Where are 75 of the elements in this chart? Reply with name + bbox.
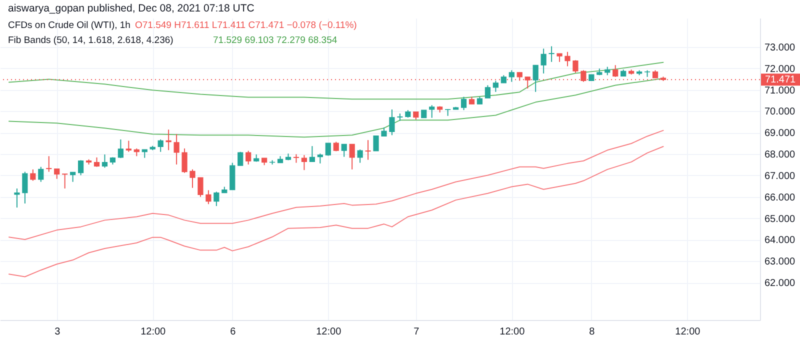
candlestick: [460, 96, 467, 111]
annotation: CFDs on Crude Oil (WTI), 1h: [8, 20, 130, 31]
y-tick-label: 72.000: [764, 64, 796, 75]
candlestick: [206, 190, 212, 205]
y-tick-label: 73.000: [764, 42, 796, 54]
candlestick: [492, 80, 498, 92]
candlestick: [238, 151, 244, 166]
annotation: O71.549 H71.611 L71.411 C71.471 −0.078 (−0.11%): [135, 20, 357, 31]
y-tick-label: 70.000: [764, 106, 796, 118]
candlestick: [301, 154, 307, 171]
ref-line-label: 71.471: [765, 74, 796, 86]
candlestick: [102, 154, 108, 168]
candlestick: [365, 140, 371, 160]
x-tick-label: 12:00: [316, 326, 342, 338]
candlestick: [349, 144, 355, 170]
candlestick: [612, 64, 618, 78]
y-tick-label: 62.000: [764, 278, 796, 290]
x-tick-label: 12:00: [140, 326, 166, 338]
candlestick: [564, 51, 570, 67]
candlestick: [548, 46, 554, 62]
y-tick-label: 63.000: [764, 256, 796, 268]
candlestick: [46, 156, 52, 172]
candlestick: [429, 104, 435, 118]
x-tick-label: 6: [230, 326, 236, 338]
candlestick: [357, 149, 363, 164]
candlestick: [38, 166, 44, 182]
y-tick-label: 65.000: [764, 214, 796, 225]
candlestick: [341, 144, 347, 158]
candlestick: [532, 64, 538, 92]
candlestick: [540, 48, 546, 74]
candlestick: [508, 70, 514, 82]
candlestick: [293, 154, 300, 164]
candlestick: [317, 153, 323, 164]
y-tick-label: 68.000: [764, 150, 796, 161]
candlestick: [373, 136, 379, 152]
chart-title: aiswarya_gopan published, Dec 08, 2021 07:18 UTC: [8, 2, 255, 14]
candlestick: [30, 168, 36, 182]
y-tick-label: 69.000: [764, 128, 796, 140]
candlestick: [126, 140, 132, 152]
candlestick: [118, 138, 124, 159]
candlestick: [190, 168, 196, 188]
candlestick: [214, 191, 220, 207]
candlestick: [246, 150, 252, 165]
candlestick: [54, 168, 60, 180]
x-tick-label: 7: [414, 326, 420, 338]
line-series: [8, 146, 664, 278]
y-tick-label: 66.000: [764, 192, 796, 204]
annotation: Fib Bands (50, 14, 1.618, 2.618, 4.236): [8, 35, 174, 46]
y-tick-label: 71.000: [764, 85, 796, 96]
x-tick-label: 8: [589, 326, 596, 338]
candlestick: [78, 160, 84, 176]
candlestick: [70, 172, 76, 182]
candlestick: [309, 146, 315, 162]
candlestick: [325, 142, 331, 156]
candlestick: [198, 177, 204, 198]
candlestick: [14, 188, 20, 208]
line-series: [8, 62, 664, 100]
y-tick-label: 67.000: [764, 170, 796, 182]
candlestick: [166, 129, 172, 151]
candlestick: [62, 173, 68, 189]
x-tick-label: 12:00: [500, 326, 526, 338]
candlestick: [397, 113, 403, 122]
line-series: [8, 130, 664, 240]
y-tick-label: 64.000: [764, 235, 796, 246]
candlestick: [22, 171, 28, 204]
x-tick-label: 12:00: [675, 326, 701, 338]
candlestick: [572, 60, 578, 74]
x-tick-label: 3: [54, 326, 61, 338]
annotation: 71.529 69.103 72.279 68.354: [213, 35, 338, 46]
candlestick: [94, 156, 100, 168]
candlestick: [484, 84, 491, 99]
candlestick: [158, 138, 164, 152]
candlestick: [182, 148, 188, 174]
candlestick: [174, 134, 180, 165]
candlestick: [389, 108, 395, 136]
